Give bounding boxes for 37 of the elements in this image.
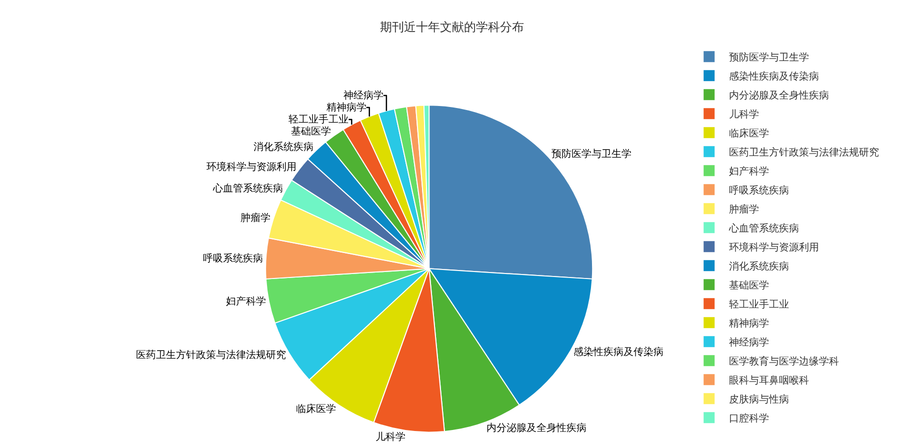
legend-label: 儿科学 <box>729 108 760 121</box>
chart-title: 期刊近十年文献的学科分布 <box>380 20 524 34</box>
data-label: 妇产科学 <box>226 296 266 308</box>
legend-label: 预防医学与卫生学 <box>729 52 810 64</box>
data-label: 心血管系统疾病 <box>212 182 283 195</box>
legend-label: 神经病学 <box>729 336 770 349</box>
data-label: 内分泌腺及全身性疾病 <box>486 422 586 434</box>
data-label: 精神病学 <box>326 102 366 114</box>
data-label: 感染性疾病及传染病 <box>574 346 664 358</box>
legend-label: 基础医学 <box>729 280 770 292</box>
legend-label: 心血管系统疾病 <box>728 222 800 235</box>
legend-label: 妇产科学 <box>729 166 770 178</box>
data-label: 轻工业手工业 <box>288 114 349 126</box>
legend-label: 口腔科学 <box>729 412 770 425</box>
legend-label: 皮肤病与性病 <box>729 394 790 406</box>
legend-label: 精神病学 <box>729 318 770 330</box>
legend-label: 内分泌腺及全身性疾病 <box>729 90 830 102</box>
legend-label: 肿瘤学 <box>729 204 760 216</box>
data-label: 消化系统疾病 <box>253 141 314 154</box>
data-label: 预防医学与卫生学 <box>551 148 632 160</box>
data-label: 呼吸系统疾病 <box>202 252 263 264</box>
legend-label: 呼吸系统疾病 <box>729 184 790 197</box>
legend-label: 环境科学与资源利用 <box>729 242 820 254</box>
legend-label: 临床医学 <box>729 128 770 140</box>
data-label: 环境科学与资源利用 <box>206 161 296 174</box>
data-label: 临床医学 <box>296 403 336 416</box>
legend-label: 消化系统疾病 <box>729 260 790 273</box>
data-label: 肿瘤学 <box>240 212 270 224</box>
legend-label: 医学教育与医学边缘学科 <box>729 356 840 368</box>
legend-label: 眼科与耳鼻咽喉科 <box>729 374 810 387</box>
data-label: 医药卫生方针政策与法律法规研究 <box>136 348 286 361</box>
legend-label: 医药卫生方针政策与法律法规研究 <box>729 146 880 159</box>
legend-label: 感染性疾病及传染病 <box>729 70 820 83</box>
legend-label: 轻工业手工业 <box>729 298 790 311</box>
data-label: 神经病学 <box>343 90 384 102</box>
data-label: 儿科学 <box>376 430 406 443</box>
data-label: 基础医学 <box>291 126 332 138</box>
